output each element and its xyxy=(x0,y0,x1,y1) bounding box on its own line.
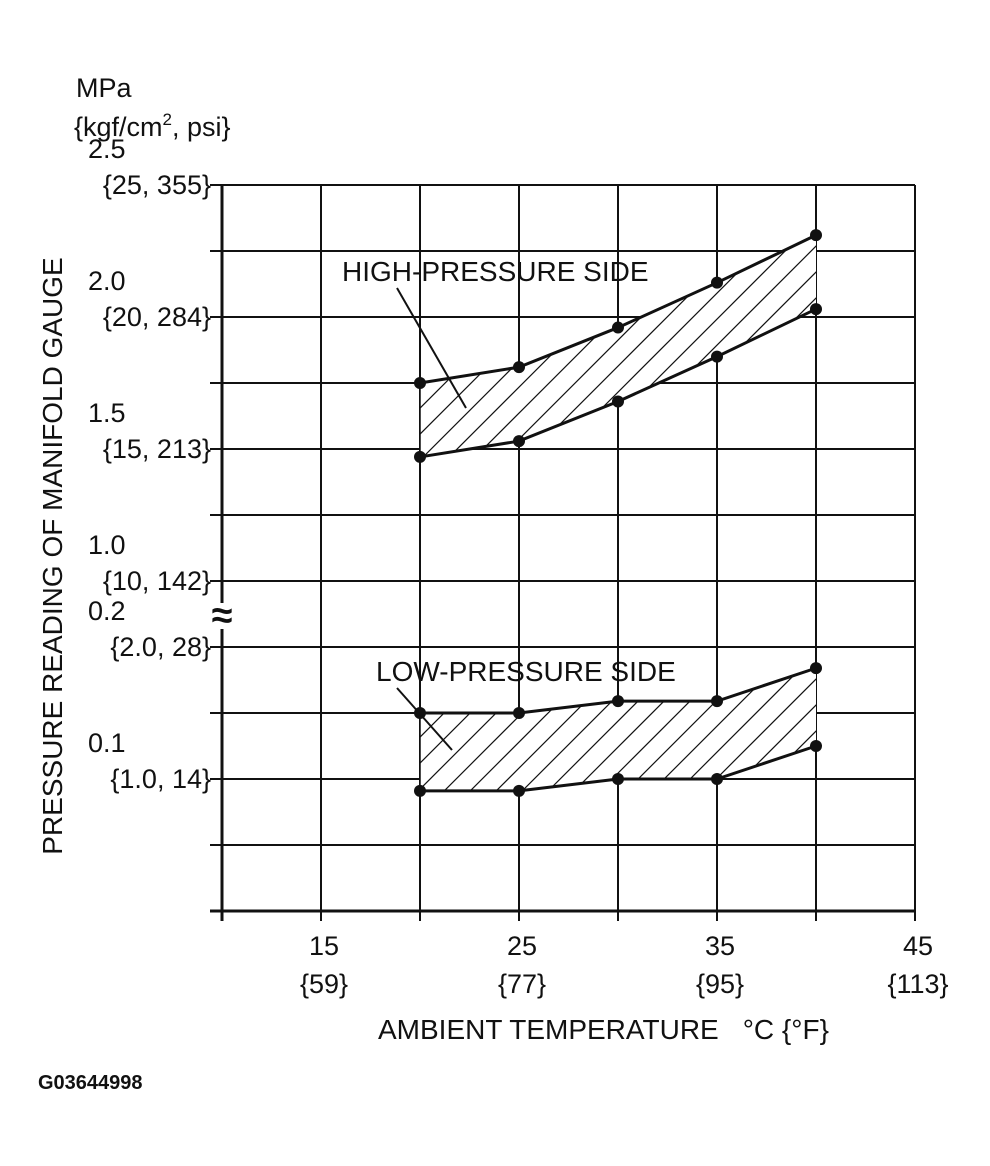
y-unit-alt: {kgf/cm2, psi} xyxy=(74,110,231,142)
data-point xyxy=(810,229,822,242)
data-point xyxy=(711,695,723,708)
y-tick-label-alt: {1.0, 14} xyxy=(110,764,211,794)
data-point xyxy=(612,395,624,408)
y-tick-label-alt: {20, 284} xyxy=(103,302,211,332)
y-tick-label-mpa: 0.2 xyxy=(88,596,126,626)
x-tick-label-f: {113} xyxy=(887,969,948,999)
x-tick-label-c: 45 xyxy=(903,931,933,961)
x-tick-label-f: {77} xyxy=(498,969,546,999)
y-tick-label-mpa: 2.0 xyxy=(88,266,126,296)
data-point xyxy=(810,303,822,316)
axes: ≈ xyxy=(210,185,915,921)
figure-id: G03644998 xyxy=(38,1072,143,1094)
x-tick-label-c: 15 xyxy=(309,931,339,961)
hatch-line xyxy=(829,663,962,796)
y-tick-label-alt: {25, 355} xyxy=(103,170,211,200)
data-point xyxy=(513,361,525,374)
data-point xyxy=(711,276,723,289)
x-tick-label-f: {95} xyxy=(696,969,744,999)
y-axis-title: PRESSURE READING OF MANIFOLD GAUGE xyxy=(37,257,68,855)
band-background xyxy=(420,668,816,791)
x-tick-label-f: {59} xyxy=(300,969,348,999)
hatch-fills xyxy=(257,230,990,796)
data-point xyxy=(513,435,525,448)
hatch-line xyxy=(698,668,816,791)
y-tick-label-alt: {10, 142} xyxy=(103,566,211,596)
x-axis-unit: °C {°F} xyxy=(742,1014,829,1045)
hatch-line xyxy=(834,230,990,462)
y-tick-label-alt: {15, 213} xyxy=(103,434,211,464)
data-point xyxy=(414,377,426,389)
data-point xyxy=(711,773,723,785)
tick-labels: 15 {59} 25 {77} 35 {95} 45 {113} 2.5 {25, 355} 2.0… xyxy=(88,134,949,999)
hatch-line xyxy=(672,668,807,791)
data-point xyxy=(612,773,624,785)
data-point xyxy=(513,707,525,719)
y-unit-mpa: MPa xyxy=(76,73,132,103)
data-point xyxy=(414,450,426,463)
series-leader-high xyxy=(396,287,467,409)
series-lines: HIGH-PRESSURE SIDE LOW-PRESSURE SIDE xyxy=(342,229,822,797)
x-tick-label-c: 35 xyxy=(705,931,735,961)
y-tick-label-mpa: 1.0 xyxy=(88,530,126,560)
axis-break-mark: ≈ xyxy=(212,595,233,637)
series-label-high: HIGH-PRESSURE SIDE xyxy=(342,256,649,287)
series-label-low: LOW-PRESSURE SIDE xyxy=(376,656,676,687)
series-leader-low xyxy=(396,687,453,751)
x-tick-label-c: 25 xyxy=(507,931,537,961)
hatch-line xyxy=(855,663,988,796)
hatch-line xyxy=(257,663,390,796)
hatch-line xyxy=(802,668,816,791)
data-point xyxy=(612,695,624,708)
data-point xyxy=(414,784,426,797)
y-tick-label-mpa: 0.1 xyxy=(88,728,126,758)
data-point xyxy=(513,784,525,797)
band-background xyxy=(420,235,816,457)
data-point xyxy=(810,662,822,675)
data-point xyxy=(810,740,822,752)
y-tick-label-mpa: 2.5 xyxy=(88,134,126,164)
data-point xyxy=(612,321,624,334)
y-tick-label-alt: {2.0, 28} xyxy=(110,632,211,662)
data-point xyxy=(711,350,723,363)
hatch-line xyxy=(807,235,816,457)
x-axis-title: AMBIENT TEMPERATURE °C {°F} xyxy=(378,1014,829,1045)
y-tick-label-mpa: 1.5 xyxy=(88,398,126,428)
